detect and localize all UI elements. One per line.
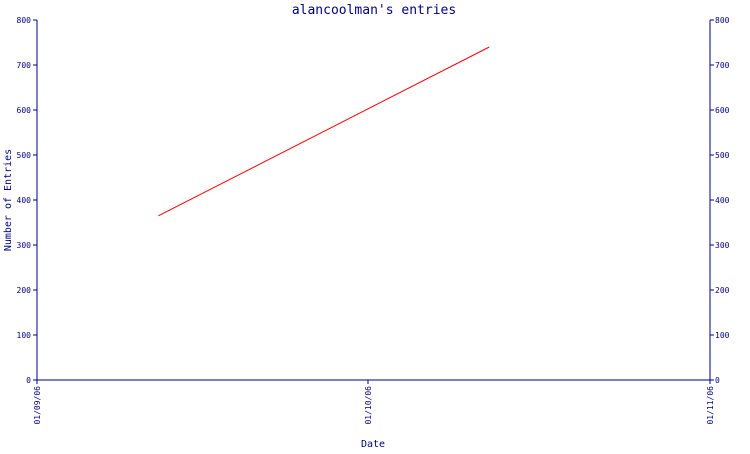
x-axis-title: Date	[361, 439, 385, 450]
y-tick-label-right: 800	[715, 16, 730, 25]
y-tick-label-right: 100	[715, 331, 730, 340]
y-tick-label-right: 200	[715, 286, 730, 295]
y-tick-label-left: 100	[17, 331, 32, 340]
y-tick-label-left: 600	[17, 106, 32, 115]
axes: 0 0 100 100 200 200 300 300 400 400 500 500 600 600 70…	[17, 16, 730, 425]
y-tick-label-left: 400	[17, 196, 32, 205]
chart-title: alancoolman's entries	[292, 3, 456, 18]
y-tick-label-left: 800	[17, 16, 32, 25]
y-tick-label-right: 300	[715, 241, 730, 250]
y-tick-label-right: 500	[715, 151, 730, 160]
x-tick-label: 01/10/06	[364, 386, 373, 425]
y-tick-label-right: 0	[715, 376, 720, 385]
y-tick-label-right: 400	[715, 196, 730, 205]
series-line	[158, 46, 490, 217]
x-tick-label: 01/09/06	[33, 386, 42, 425]
y-tick-label-left: 200	[17, 286, 32, 295]
y-axis-title: Number of Entries	[3, 149, 14, 251]
y-tick-label-left: 0	[26, 376, 31, 385]
series	[158, 46, 490, 217]
y-tick-label-right: 700	[715, 61, 730, 70]
x-tick-label: 01/11/06	[706, 386, 715, 425]
y-tick-label-right: 600	[715, 106, 730, 115]
y-tick-label-left: 300	[17, 241, 32, 250]
y-tick-label-left: 500	[17, 151, 32, 160]
y-tick-label-left: 700	[17, 61, 32, 70]
